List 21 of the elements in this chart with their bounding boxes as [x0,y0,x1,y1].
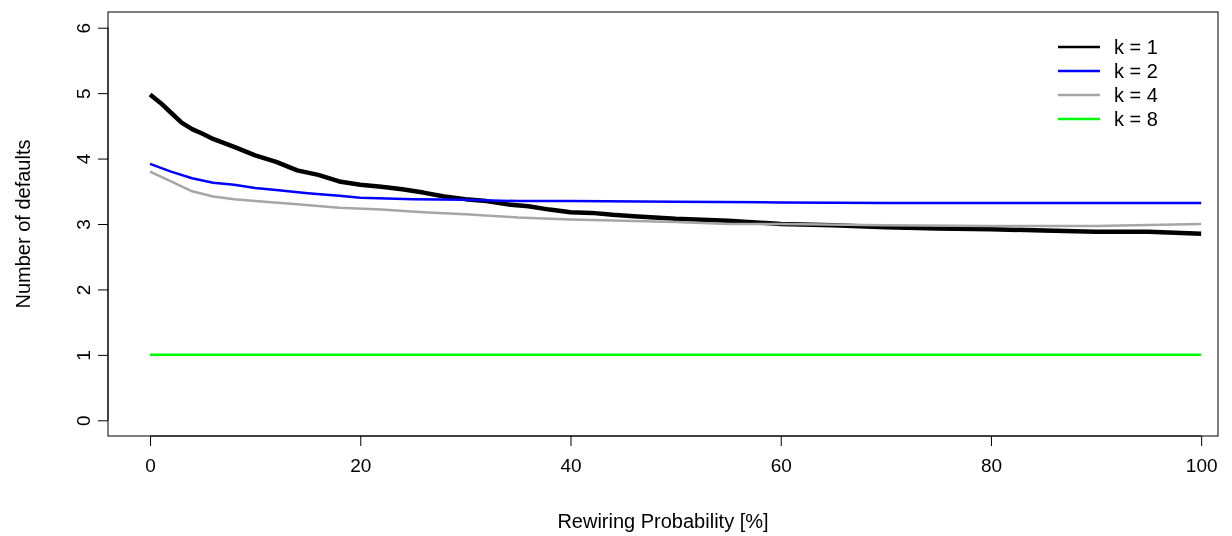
legend-label: k = 4 [1114,84,1158,106]
y-tick-label: 4 [72,153,94,165]
x-tick-label: 0 [145,454,156,476]
x-tick-label: 20 [350,454,372,476]
y-tick-label: 0 [72,415,94,427]
x-tick-label: 100 [1185,454,1218,476]
x-axis-title: Rewiring Probability [%] [557,510,769,532]
y-axis-title: Number of defaults [12,139,34,309]
legend-label: k = 1 [1114,36,1158,58]
y-tick-label: 3 [72,219,94,230]
x-tick-label: 40 [560,454,582,476]
x-tick-label: 80 [980,454,1003,476]
y-tick-label: 6 [72,22,94,34]
legend-label: k = 8 [1114,108,1158,130]
legend-label: k = 2 [1114,60,1158,82]
x-tick-label: 60 [770,454,792,476]
line-series [148,162,1203,205]
y-tick-label: 2 [72,284,94,296]
y-tick-label: 5 [72,88,94,99]
y-tick-label: 1 [72,350,94,361]
line-series [148,170,1203,228]
